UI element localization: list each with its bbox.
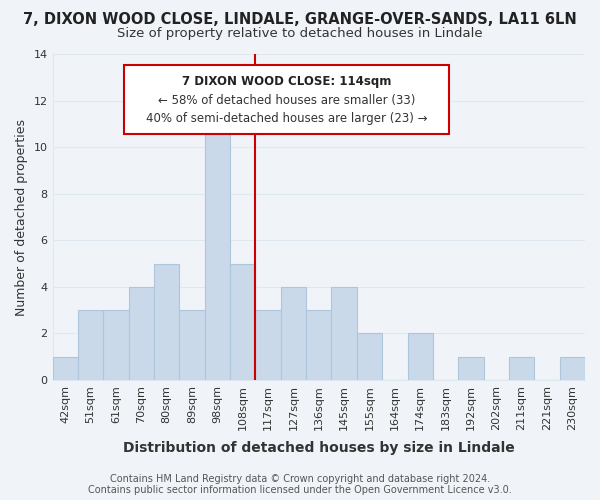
Text: 40% of semi-detached houses are larger (23) →: 40% of semi-detached houses are larger (…	[146, 112, 428, 126]
Bar	[78, 310, 103, 380]
Bar	[256, 310, 281, 380]
Bar	[458, 356, 484, 380]
Text: 7 DIXON WOOD CLOSE: 114sqm: 7 DIXON WOOD CLOSE: 114sqm	[182, 75, 392, 88]
Bar	[205, 100, 230, 380]
Bar	[509, 356, 534, 380]
Bar	[407, 334, 433, 380]
Bar	[281, 287, 306, 380]
Bar	[128, 287, 154, 380]
Text: Size of property relative to detached houses in Lindale: Size of property relative to detached ho…	[117, 28, 483, 40]
Bar	[357, 334, 382, 380]
Text: 7, DIXON WOOD CLOSE, LINDALE, GRANGE-OVER-SANDS, LA11 6LN: 7, DIXON WOOD CLOSE, LINDALE, GRANGE-OVE…	[23, 12, 577, 28]
Text: Contains HM Land Registry data © Crown copyright and database right 2024.: Contains HM Land Registry data © Crown c…	[110, 474, 490, 484]
FancyBboxPatch shape	[124, 66, 449, 134]
Text: Contains public sector information licensed under the Open Government Licence v3: Contains public sector information licen…	[88, 485, 512, 495]
Bar	[53, 356, 78, 380]
Bar	[179, 310, 205, 380]
Bar	[331, 287, 357, 380]
X-axis label: Distribution of detached houses by size in Lindale: Distribution of detached houses by size …	[123, 441, 515, 455]
Bar	[154, 264, 179, 380]
Bar	[103, 310, 128, 380]
Y-axis label: Number of detached properties: Number of detached properties	[15, 118, 28, 316]
Text: ← 58% of detached houses are smaller (33): ← 58% of detached houses are smaller (33…	[158, 94, 416, 107]
Bar	[306, 310, 331, 380]
Bar	[560, 356, 585, 380]
Bar	[230, 264, 256, 380]
